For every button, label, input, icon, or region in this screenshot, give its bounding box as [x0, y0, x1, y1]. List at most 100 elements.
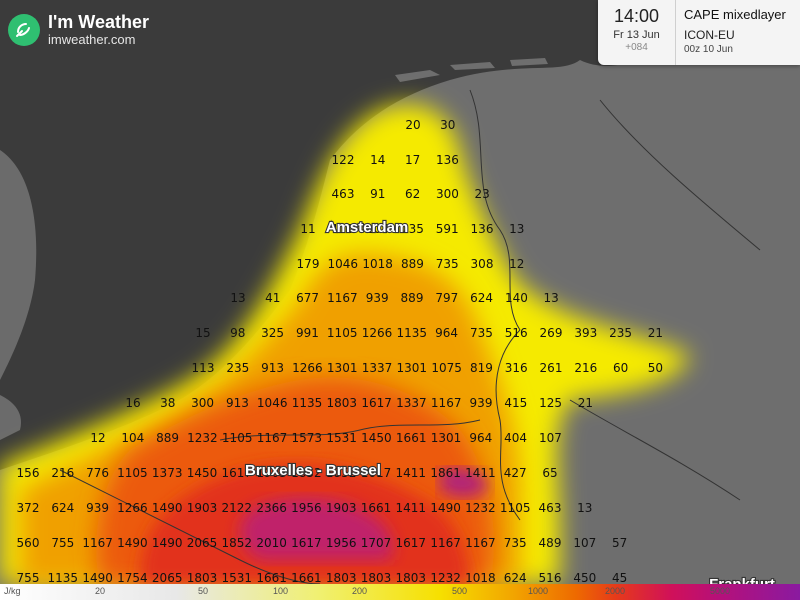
forecast-date: Fr 13 Jun [613, 29, 660, 41]
cape-value: 17 [405, 153, 420, 167]
cape-value: 591 [436, 222, 459, 236]
cape-value: 235 [226, 361, 249, 375]
cape-value: 819 [470, 361, 493, 375]
cape-value: 1301 [431, 431, 462, 445]
cape-value: 1075 [431, 361, 462, 375]
cape-value: 1490 [117, 536, 148, 550]
cape-value: 624 [51, 501, 74, 515]
cape-value: 1105 [117, 466, 148, 480]
cape-value: 1167 [82, 536, 113, 550]
cape-value: 13 [230, 291, 245, 305]
cape-value: 30 [440, 118, 455, 132]
islands [395, 58, 548, 82]
cape-value: 45 [612, 571, 627, 585]
cape-value: 1337 [362, 361, 393, 375]
cape-value: 1167 [327, 291, 358, 305]
cape-value: 735 [470, 326, 493, 340]
cape-value: 57 [612, 536, 627, 550]
cape-value: 755 [17, 571, 40, 585]
cape-value: 1956 [326, 536, 357, 550]
cape-value: 1617 [396, 536, 427, 550]
cape-value: 1337 [396, 396, 427, 410]
cape-value: 1411 [396, 466, 427, 480]
product-selector[interactable]: CAPE mixedlayer ICON-EU 00z 10 Jun [676, 0, 786, 65]
cape-value: 216 [574, 361, 597, 375]
cape-value: 1232 [465, 501, 496, 515]
cape-value: 1490 [152, 501, 183, 515]
cape-value: 269 [540, 326, 563, 340]
cape-value: 1573 [292, 431, 323, 445]
time-selector[interactable]: 14:00 Fr 13 Jun +084 [598, 0, 676, 65]
cape-value: 1105 [500, 501, 531, 515]
cape-value: 140 [505, 291, 528, 305]
brand[interactable]: I'm Weather imweather.com [8, 12, 149, 48]
forecast-time: 14:00 [613, 6, 660, 26]
cape-value: 62 [405, 187, 420, 201]
cape-value: 1661 [396, 431, 427, 445]
cape-value: 13 [509, 222, 524, 236]
legend-tick: 2000 [605, 586, 626, 596]
cape-value: 560 [17, 536, 40, 550]
cape-value: 23 [475, 187, 490, 201]
cape-value: 1531 [222, 571, 253, 585]
cape-value: 98 [230, 326, 245, 340]
cape-value: 1531 [326, 431, 357, 445]
cape-value: 991 [296, 326, 319, 340]
cape-value: 1707 [361, 536, 392, 550]
cape-value: 450 [573, 571, 596, 585]
cape-value: 216 [51, 466, 74, 480]
cape-value: 889 [156, 431, 179, 445]
cape-value: 1167 [430, 536, 461, 550]
cape-value: 1411 [396, 501, 427, 515]
cape-value: 1373 [152, 466, 183, 480]
cape-value: 113 [192, 361, 215, 375]
cape-value: 300 [191, 396, 214, 410]
cape-value: 316 [505, 361, 528, 375]
cape-value: 1167 [465, 536, 496, 550]
cape-value: 1490 [152, 536, 183, 550]
cape-value: 12 [90, 431, 105, 445]
cape-value: 463 [332, 187, 355, 201]
cape-value: 1232 [187, 431, 218, 445]
city-amsterdam[interactable]: Amsterdam [325, 218, 410, 237]
cape-value: 14 [370, 153, 385, 167]
cape-value: 516 [539, 571, 562, 585]
cape-value: 1266 [292, 361, 323, 375]
cape-value: 136 [471, 222, 494, 236]
cape-value: 1490 [82, 571, 113, 585]
cape-value: 1956 [291, 501, 322, 515]
cape-value: 1803 [327, 396, 358, 410]
cape-value: 913 [226, 396, 249, 410]
cape-value: 372 [17, 501, 40, 515]
city-labels: Amsterdam Bruxelles - Brussel Frankfurt [244, 218, 776, 594]
legend-tick: 5000 [710, 586, 731, 596]
city-brussels[interactable]: Bruxelles - Brussel [244, 461, 382, 480]
cape-value: 1803 [326, 571, 357, 585]
color-legend: J/kg 20 50 100 200 500 1000 2000 5000 [0, 584, 800, 600]
cape-value: 122 [332, 153, 355, 167]
cape-value: 2065 [152, 571, 183, 585]
cape-value: 964 [469, 431, 492, 445]
cape-value: 1411 [465, 466, 496, 480]
cape-value: 179 [297, 257, 320, 271]
cape-value: 1450 [187, 466, 218, 480]
cape-value: 939 [366, 291, 389, 305]
cape-value: 1803 [396, 571, 427, 585]
cape-value: 1852 [291, 466, 322, 480]
cape-value: 50 [648, 361, 663, 375]
cape-value: 1105 [222, 431, 253, 445]
cape-value: 20 [405, 118, 420, 132]
cape-value: 15 [195, 326, 210, 340]
uk-land [0, 150, 37, 380]
cape-value: 1046 [257, 396, 288, 410]
legend-unit: J/kg [4, 586, 21, 596]
brand-url[interactable]: imweather.com [48, 32, 136, 47]
cape-value: 16 [125, 396, 140, 410]
cape-value: 1617 [222, 466, 253, 480]
cape-value: 677 [296, 291, 319, 305]
cape-value: 2366 [256, 501, 287, 515]
cape-value: 2065 [187, 536, 218, 550]
cape-value: 1167 [257, 431, 288, 445]
cape-value: 156 [17, 466, 40, 480]
